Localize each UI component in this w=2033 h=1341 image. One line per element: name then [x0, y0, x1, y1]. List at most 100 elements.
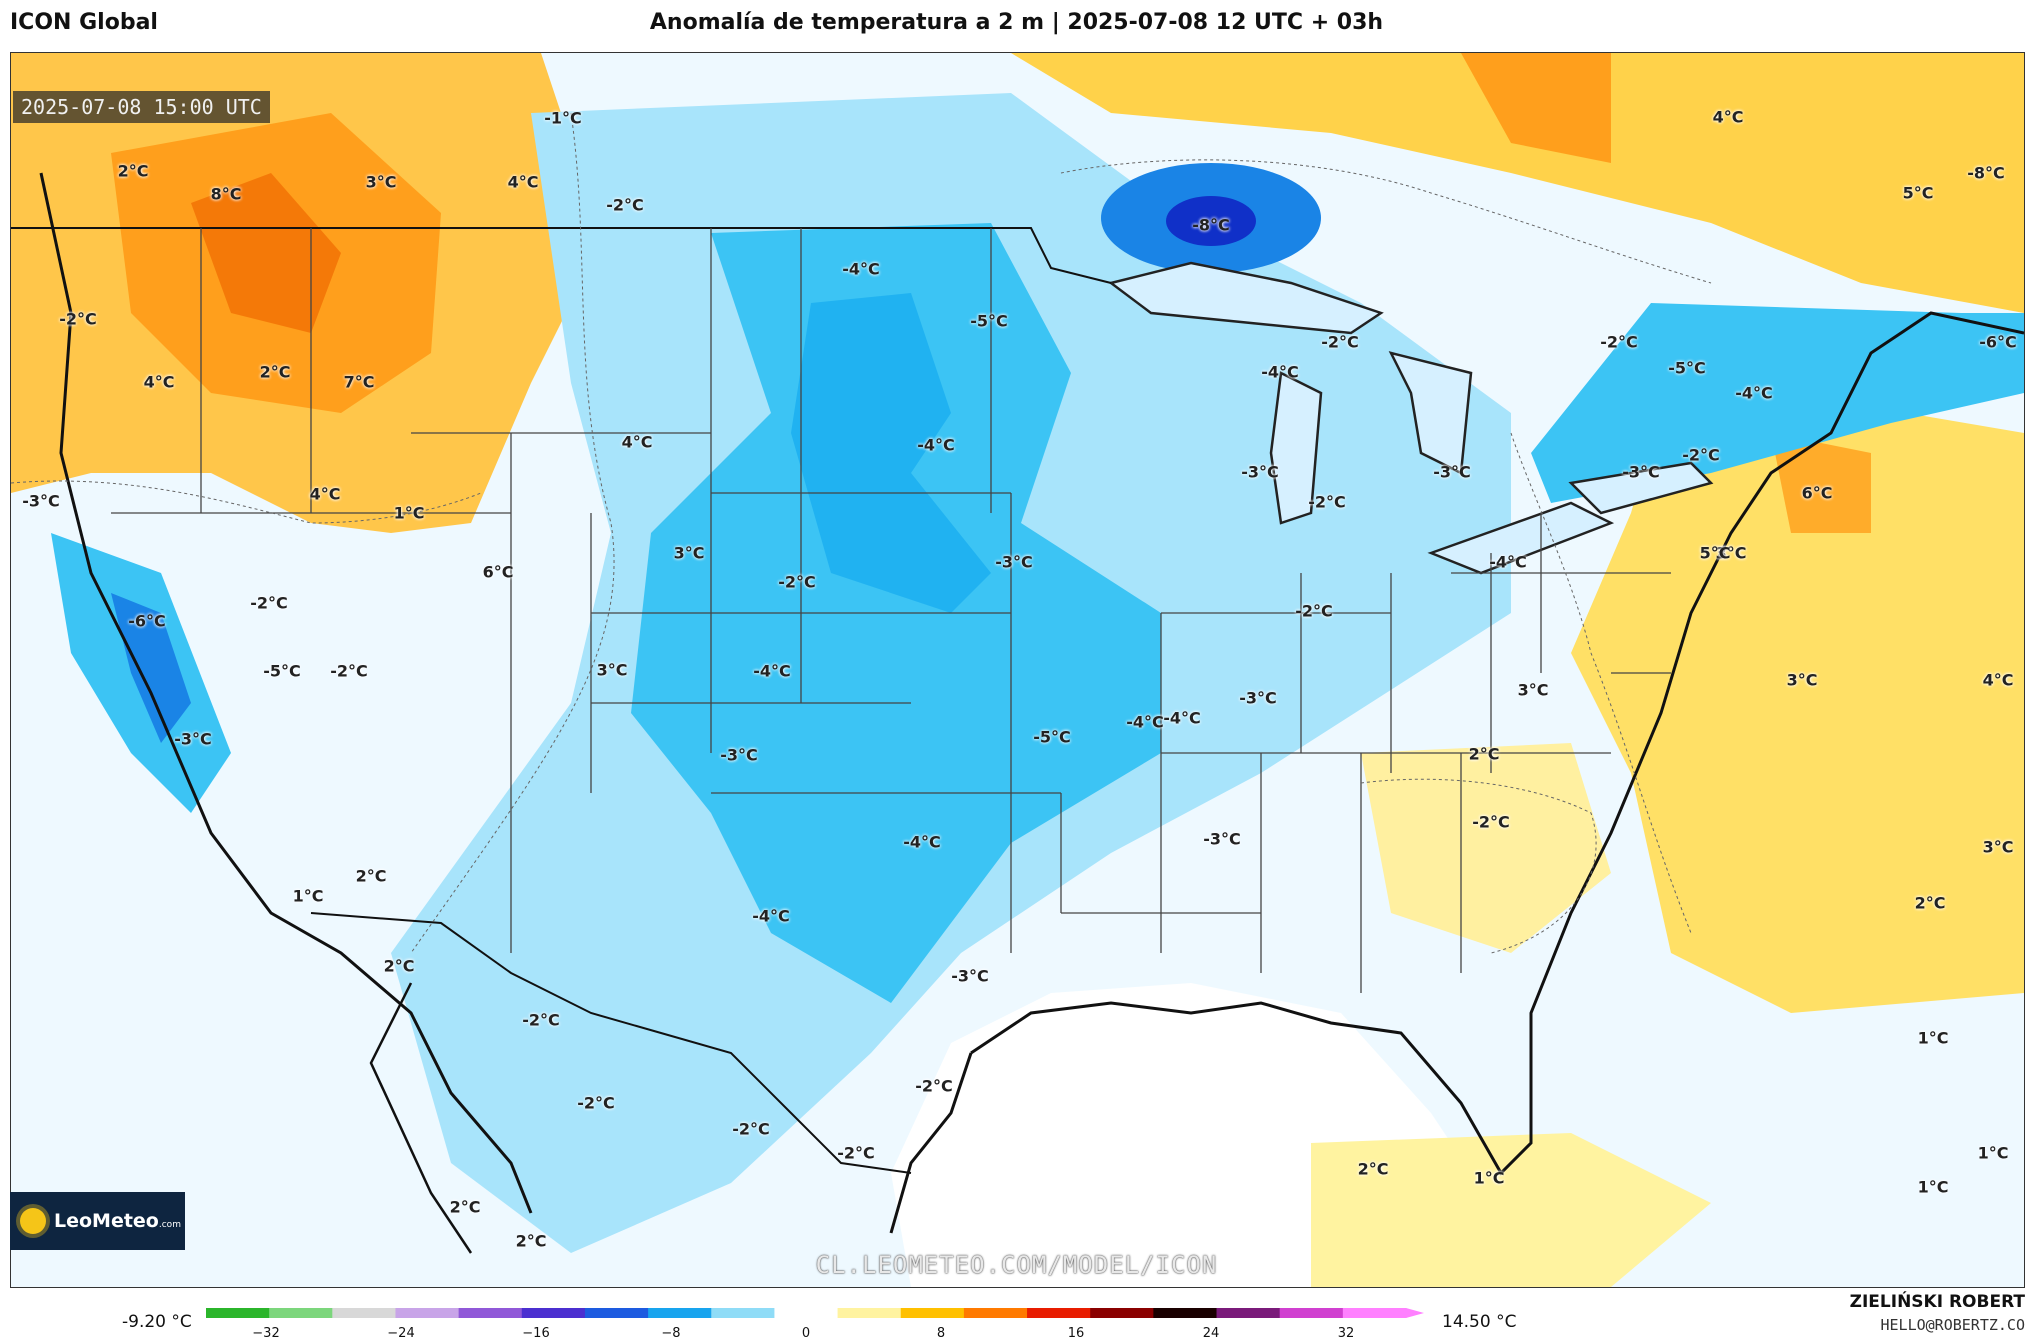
temp-label: -3°C	[720, 745, 758, 765]
temp-label: -3°C	[995, 552, 1033, 572]
temp-label: -4°C	[1735, 383, 1773, 403]
scale-tick-label: 32	[1337, 1326, 1355, 1341]
scale-tick-label: −24	[387, 1326, 415, 1341]
scale-tick-label: 0	[801, 1326, 811, 1341]
temp-label: -3°C	[1433, 462, 1471, 482]
temp-label: 1°C	[1917, 1028, 1949, 1048]
temp-label: 1°C	[1473, 1168, 1505, 1188]
valid-time-badge: 2025-07-08 15:00 UTC	[13, 91, 270, 123]
temp-label: 3°C	[1517, 680, 1549, 700]
temp-label: -1°C	[544, 108, 582, 128]
temp-label: -2°C	[1295, 601, 1333, 621]
scale-tick-label: 16	[1067, 1326, 1085, 1341]
logo-text: LeoMeteo.com	[54, 1210, 181, 1232]
temp-label: 4°C	[507, 172, 539, 192]
color-scale-segment	[1027, 1308, 1091, 1318]
anomaly-map[interactable]: 2025-07-08 15:00 UTC -1°C -2°C 4°C 2°C 8…	[10, 52, 2025, 1288]
temp-label: -2°C	[1682, 445, 1720, 465]
temp-label: -4°C	[1126, 712, 1164, 732]
temp-label: 6°C	[1801, 483, 1833, 503]
temp-label: -4°C	[842, 259, 880, 279]
color-scale-segment	[963, 1308, 1028, 1318]
temp-label: 2°C	[1468, 744, 1500, 764]
temp-label: -3°C	[1241, 462, 1279, 482]
temp-label: -2°C	[1308, 492, 1346, 512]
temp-label: 4°C	[1712, 107, 1744, 127]
temp-label: -2°C	[1321, 332, 1359, 352]
temp-label: -2°C	[732, 1119, 770, 1139]
temp-label: -4°C	[1489, 552, 1527, 572]
temp-label: -2°C	[1600, 332, 1638, 352]
temp-label: 5°C	[1902, 183, 1934, 203]
temp-label: -3°C	[174, 729, 212, 749]
temp-label: -2°C	[577, 1093, 615, 1113]
temp-label: 2°C	[515, 1231, 547, 1251]
color-scale-segment	[1216, 1308, 1281, 1318]
scale-tick-label: −16	[522, 1326, 550, 1341]
temp-label: 4°C	[621, 432, 653, 452]
temp-label: 3°C	[1715, 543, 1747, 563]
temp-label: 7°C	[343, 372, 375, 392]
temp-label: -2°C	[59, 309, 97, 329]
temp-label: 3°C	[365, 172, 397, 192]
map-canvas	[11, 53, 2024, 1287]
temp-label: 1°C	[393, 503, 425, 523]
color-scale-arrow	[1406, 1308, 1424, 1318]
temp-label: 2°C	[259, 362, 291, 382]
color-scale-segment	[395, 1308, 460, 1318]
temp-label: -8°C	[1967, 163, 2005, 183]
scale-tick-label: −32	[252, 1326, 280, 1341]
sun-icon	[20, 1208, 46, 1234]
color-scale-bar	[206, 1305, 1426, 1324]
temp-label: -2°C	[778, 572, 816, 592]
temp-label: 2°C	[449, 1197, 481, 1217]
temp-label: -2°C	[522, 1010, 560, 1030]
temp-label: 3°C	[1982, 837, 2014, 857]
author-email: HELLO@ROBERTZ.CO	[1880, 1316, 2026, 1334]
temp-label: 3°C	[673, 543, 705, 563]
temp-label: 1°C	[1977, 1143, 2009, 1163]
scale-tick-label: 24	[1202, 1326, 1220, 1341]
temp-label: 4°C	[143, 372, 175, 392]
temp-label: 6°C	[482, 562, 514, 582]
temp-label: -3°C	[22, 491, 60, 511]
color-scale-segment	[269, 1308, 333, 1318]
temp-label: -8°C	[1192, 215, 1230, 235]
temp-label: 3°C	[1786, 670, 1818, 690]
temp-label: -4°C	[917, 435, 955, 455]
temp-label: -2°C	[915, 1076, 953, 1096]
scale-max-label: 14.50 °C	[1442, 1312, 1517, 1332]
map-title: Anomalía de temperatura a 2 m | 2025-07-…	[649, 10, 1384, 35]
color-scale-segment	[1279, 1308, 1344, 1318]
color-scale-segment	[837, 1308, 902, 1318]
scale-min-label: -9.20 °C	[122, 1312, 192, 1332]
temp-label: 3°C	[596, 660, 628, 680]
color-scale-segment	[648, 1308, 712, 1318]
scale-tick-label: −8	[661, 1326, 681, 1341]
temp-label: -5°C	[1033, 727, 1071, 747]
source-watermark: CL.LEOMETEO.COM/MODEL/ICON	[815, 1251, 1218, 1279]
temp-label: -5°C	[970, 311, 1008, 331]
temp-label: 2°C	[1357, 1159, 1389, 1179]
temp-label: 1°C	[1917, 1177, 1949, 1197]
color-scale-segment	[206, 1308, 270, 1318]
temp-label: -5°C	[1668, 358, 1706, 378]
color-scale-segment	[584, 1308, 649, 1318]
color-scale-segment	[332, 1308, 396, 1318]
temp-label: -2°C	[1472, 812, 1510, 832]
temp-label: 2°C	[383, 956, 415, 976]
temp-label: -4°C	[753, 661, 791, 681]
temp-label: -4°C	[752, 906, 790, 926]
temp-label: -6°C	[128, 611, 166, 631]
color-scale-segment	[900, 1308, 965, 1318]
temp-label: -4°C	[1261, 362, 1299, 382]
color-scale-segment	[774, 1308, 839, 1318]
color-scale-segment	[1090, 1308, 1154, 1318]
model-name: ICON Global	[10, 10, 158, 35]
temp-label: -5°C	[263, 661, 301, 681]
color-scale-segment	[458, 1308, 523, 1318]
temp-label: 8°C	[210, 184, 242, 204]
temp-label: -3°C	[1239, 688, 1277, 708]
temp-label: -4°C	[1163, 708, 1201, 728]
temp-label: -2°C	[250, 593, 288, 613]
